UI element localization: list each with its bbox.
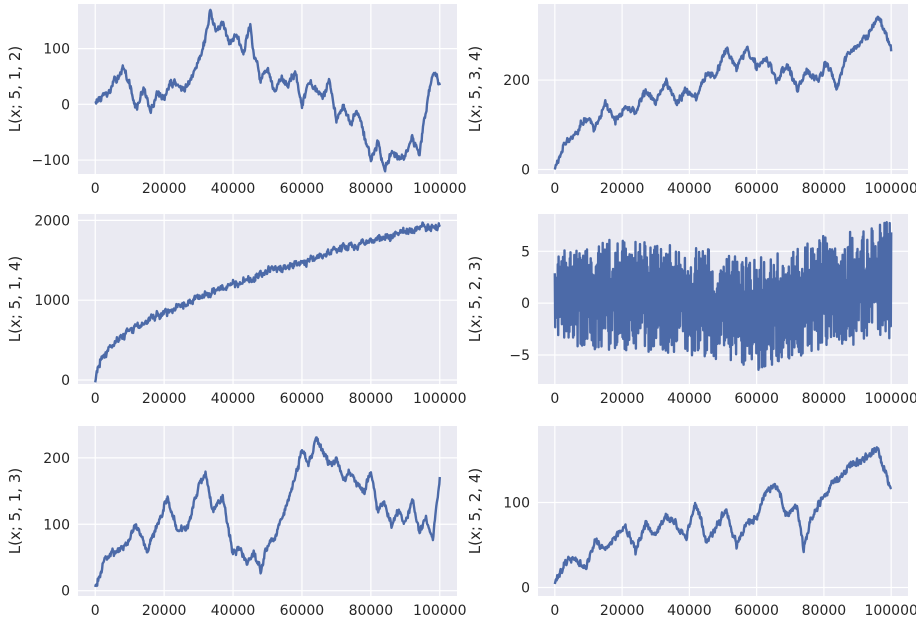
y-tick-label: −5 [509,348,530,364]
x-tick-label: 100000 [864,181,916,197]
x-tick-label: 0 [550,391,559,407]
subplot-l-5-3-4: 0 20000 40000 60000 80000 100000 0 200 L(x; 5, 3… [466,4,916,197]
x-tick-label: 20000 [600,181,645,197]
x-tick-label: 40000 [211,391,256,407]
subplot-l-5-1-4: 0 20000 40000 60000 80000 100000 0 1000 2000 L(x;… [6,213,466,407]
x-tick-label: 0 [91,391,100,407]
subplot-l-5-1-2: 0 20000 40000 60000 80000 100000 −100 0 100 L(x; … [6,4,466,197]
subplot-l-5-2-3: 0 20000 40000 60000 80000 100000 −5 0 5 L(x; 5, 2… [466,214,916,407]
x-tick-label: 40000 [667,391,712,407]
plot-area [78,214,457,384]
x-tick-label: 20000 [600,603,645,619]
series-line [553,221,893,371]
x-tick-label: 20000 [142,181,187,197]
subplot-l-5-1-3: 0 20000 40000 60000 80000 100000 0 100 200 L(x; 5… [6,426,466,619]
y-tick-label: 5 [521,244,530,260]
x-tick-label: 60000 [734,391,779,407]
y-tick-label: 0 [521,163,530,179]
x-tick-label: 80000 [349,181,394,197]
series-line [94,221,441,383]
y-tick-label: 0 [521,581,530,597]
y-axis-label: L(x; 5, 3, 4) [466,46,484,132]
x-tick-label: 20000 [142,391,187,407]
y-axis-label: L(x; 5, 2, 4) [466,468,484,554]
y-tick-label: 200 [43,451,70,467]
y-tick-label: 100 [43,517,70,533]
x-tick-label: 80000 [349,391,394,407]
y-axis-label: L(x; 5, 1, 3) [6,468,24,554]
series-line [94,8,441,173]
x-tick-label: 80000 [802,181,847,197]
y-tick-label: 2000 [34,213,70,229]
x-tick-label: 100000 [413,603,466,619]
series-line [553,15,893,170]
x-tick-label: 100000 [413,391,466,407]
y-tick-label: 100 [503,496,530,512]
x-tick-label: 40000 [667,603,712,619]
x-tick-label: 80000 [802,603,847,619]
x-tick-label: 100000 [413,181,466,197]
x-tick-label: 80000 [349,603,394,619]
plot-area [78,426,457,596]
subplot-l-5-2-4: 0 20000 40000 60000 80000 100000 0 100 L(x; 5, 2… [466,426,916,619]
x-tick-label: 100000 [864,391,916,407]
y-axis-label: L(x; 5, 1, 2) [6,46,24,132]
x-tick-label: 60000 [280,391,325,407]
x-tick-label: 80000 [802,391,847,407]
x-tick-label: 40000 [211,181,256,197]
y-tick-label: 100 [43,42,70,58]
x-tick-label: 100000 [864,603,916,619]
y-tick-label: 200 [503,73,530,89]
x-tick-label: 40000 [667,181,712,197]
x-tick-label: 60000 [280,181,325,197]
y-tick-label: 0 [61,97,70,113]
x-tick-label: 0 [550,181,559,197]
y-tick-label: 0 [61,584,70,600]
y-tick-label: 1000 [34,293,70,309]
y-tick-label: 0 [61,373,70,389]
x-tick-label: 0 [91,181,100,197]
x-tick-label: 20000 [600,391,645,407]
plot-area [538,426,908,596]
y-tick-label: 0 [521,296,530,312]
x-tick-label: 0 [91,603,100,619]
plot-area [538,4,908,174]
x-tick-label: 0 [550,603,559,619]
x-tick-label: 20000 [142,603,187,619]
x-tick-label: 60000 [734,603,779,619]
x-tick-label: 60000 [280,603,325,619]
y-tick-label: −100 [32,153,70,169]
y-axis-label: L(x; 5, 1, 4) [6,256,24,342]
x-tick-label: 40000 [211,603,256,619]
x-tick-label: 60000 [734,181,779,197]
series-line [553,446,893,585]
y-axis-label: L(x; 5, 2, 3) [466,256,484,342]
plot-area [78,4,457,174]
series-line [94,436,441,588]
